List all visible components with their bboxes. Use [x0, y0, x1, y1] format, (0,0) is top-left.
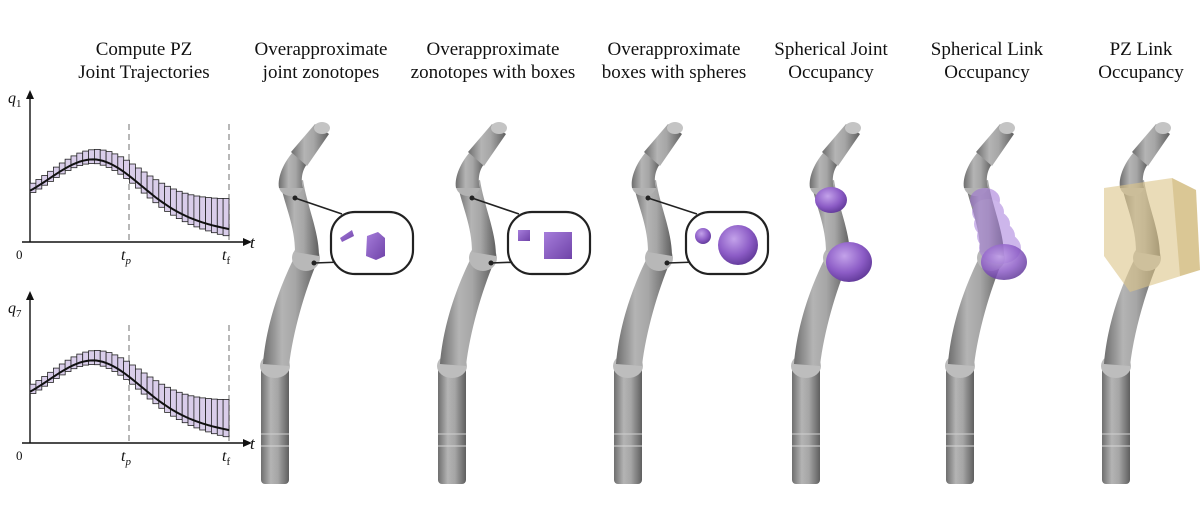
heading-line: Occupancy: [1098, 62, 1184, 83]
heading-line: Joint Trajectories: [78, 62, 210, 83]
trajectory-curve: [29, 158, 230, 231]
interval-bar: [222, 198, 230, 237]
x-axis-arrow-icon: [243, 238, 252, 246]
x-axis-label: t: [250, 233, 256, 252]
callout-boxes: [469, 195, 592, 276]
trajectory-curve: [29, 359, 230, 432]
interval-bar: [76, 353, 84, 367]
interval-bars: [29, 148, 230, 237]
robot-arm: [1100, 121, 1172, 485]
tf-label: tf: [222, 448, 230, 468]
interval-bar: [205, 398, 212, 433]
callout-zonotopes: [292, 195, 415, 276]
interval-bar: [88, 149, 95, 164]
robot-arm: [790, 121, 862, 485]
interval-bar: [82, 150, 89, 165]
heading-line: Compute PZ: [95, 39, 193, 60]
box-small-icon: [518, 230, 530, 241]
interval-bar: [216, 197, 224, 235]
x-axis-arrow-icon: [243, 439, 252, 447]
joint-sphere-large: [826, 242, 872, 282]
box-large-icon: [544, 232, 572, 259]
y-axis-arrow-icon: [26, 291, 34, 300]
heading-boxes-spheres: Overapproximate boxes with spheres: [579, 38, 769, 84]
heading-zonotopes-boxes: Overapproximate zonotopes with boxes: [398, 38, 588, 84]
heading-line: joint zonotopes: [262, 62, 380, 83]
heading-line: Overapproximate: [254, 39, 388, 60]
callout-spheres: [645, 195, 770, 276]
tp-label: tp: [121, 448, 131, 468]
origin-label: 0: [16, 448, 23, 463]
heading-line: Spherical Link: [930, 39, 1044, 60]
robot-arm: [436, 121, 508, 485]
interval-bar: [216, 398, 224, 436]
zonotope-small-icon: [340, 230, 354, 242]
interval-bar: [88, 350, 95, 365]
y-axis-label: q7: [8, 300, 22, 320]
heading-line: Occupancy: [788, 62, 874, 83]
y-axis-label: q1: [8, 90, 22, 110]
plot-q7: q7 t 0 tp tf: [8, 291, 256, 468]
interval-bar: [99, 350, 107, 367]
x-axis-label: t: [250, 434, 256, 453]
interval-bar: [94, 148, 101, 165]
robot-arm: [944, 121, 1016, 485]
heading-spherical-link: Spherical Link Occupancy: [892, 38, 1082, 84]
interval-bar: [193, 195, 201, 228]
robot-arm: [259, 121, 331, 485]
interval-bar: [76, 152, 84, 166]
zonotope-large-icon: [366, 232, 385, 260]
interval-bar: [210, 197, 218, 234]
tf-label: tf: [222, 247, 230, 267]
heading-compute-pz: Compute PZ Joint Trajectories: [49, 38, 239, 84]
robot-arm: [612, 121, 684, 485]
interval-bars: [29, 349, 230, 438]
sphere-small-icon: [695, 228, 711, 244]
tp-label: tp: [121, 247, 131, 267]
heading-line: zonotopes with boxes: [410, 62, 576, 83]
interval-bar: [210, 398, 218, 435]
heading-line: Overapproximate: [607, 39, 741, 60]
pz-link-occupancy: [1104, 178, 1200, 292]
y-axis-arrow-icon: [26, 90, 34, 99]
interval-bar: [82, 351, 89, 366]
interval-bar: [199, 397, 206, 431]
plot-q1: q1 t 0 tp tf: [8, 90, 256, 267]
heading-line: PZ Link: [1109, 39, 1173, 60]
heading-pz-link: PZ Link Occupancy: [1046, 38, 1203, 84]
interval-bar: [199, 196, 206, 230]
heading-spherical-joint: Spherical Joint Occupancy: [736, 38, 926, 84]
origin-label: 0: [16, 247, 23, 262]
interval-bar: [193, 396, 201, 429]
interval-bar: [205, 197, 212, 232]
heading-line: Overapproximate: [426, 39, 560, 60]
interval-bar: [99, 149, 107, 166]
pz-link-hull: [1104, 178, 1200, 292]
heading-line: boxes with spheres: [601, 62, 747, 83]
spherical-joint-occupancy: [815, 187, 872, 282]
interval-bar: [94, 349, 101, 366]
heading-joint-zonotopes: Overapproximate joint zonotopes: [226, 38, 416, 84]
interval-bar: [222, 399, 230, 438]
heading-line: Occupancy: [944, 62, 1030, 83]
sphere-large-icon: [718, 225, 758, 265]
heading-line: Spherical Joint: [774, 39, 888, 60]
joint-sphere-small: [815, 187, 847, 213]
link-sphere-end: [981, 244, 1027, 280]
